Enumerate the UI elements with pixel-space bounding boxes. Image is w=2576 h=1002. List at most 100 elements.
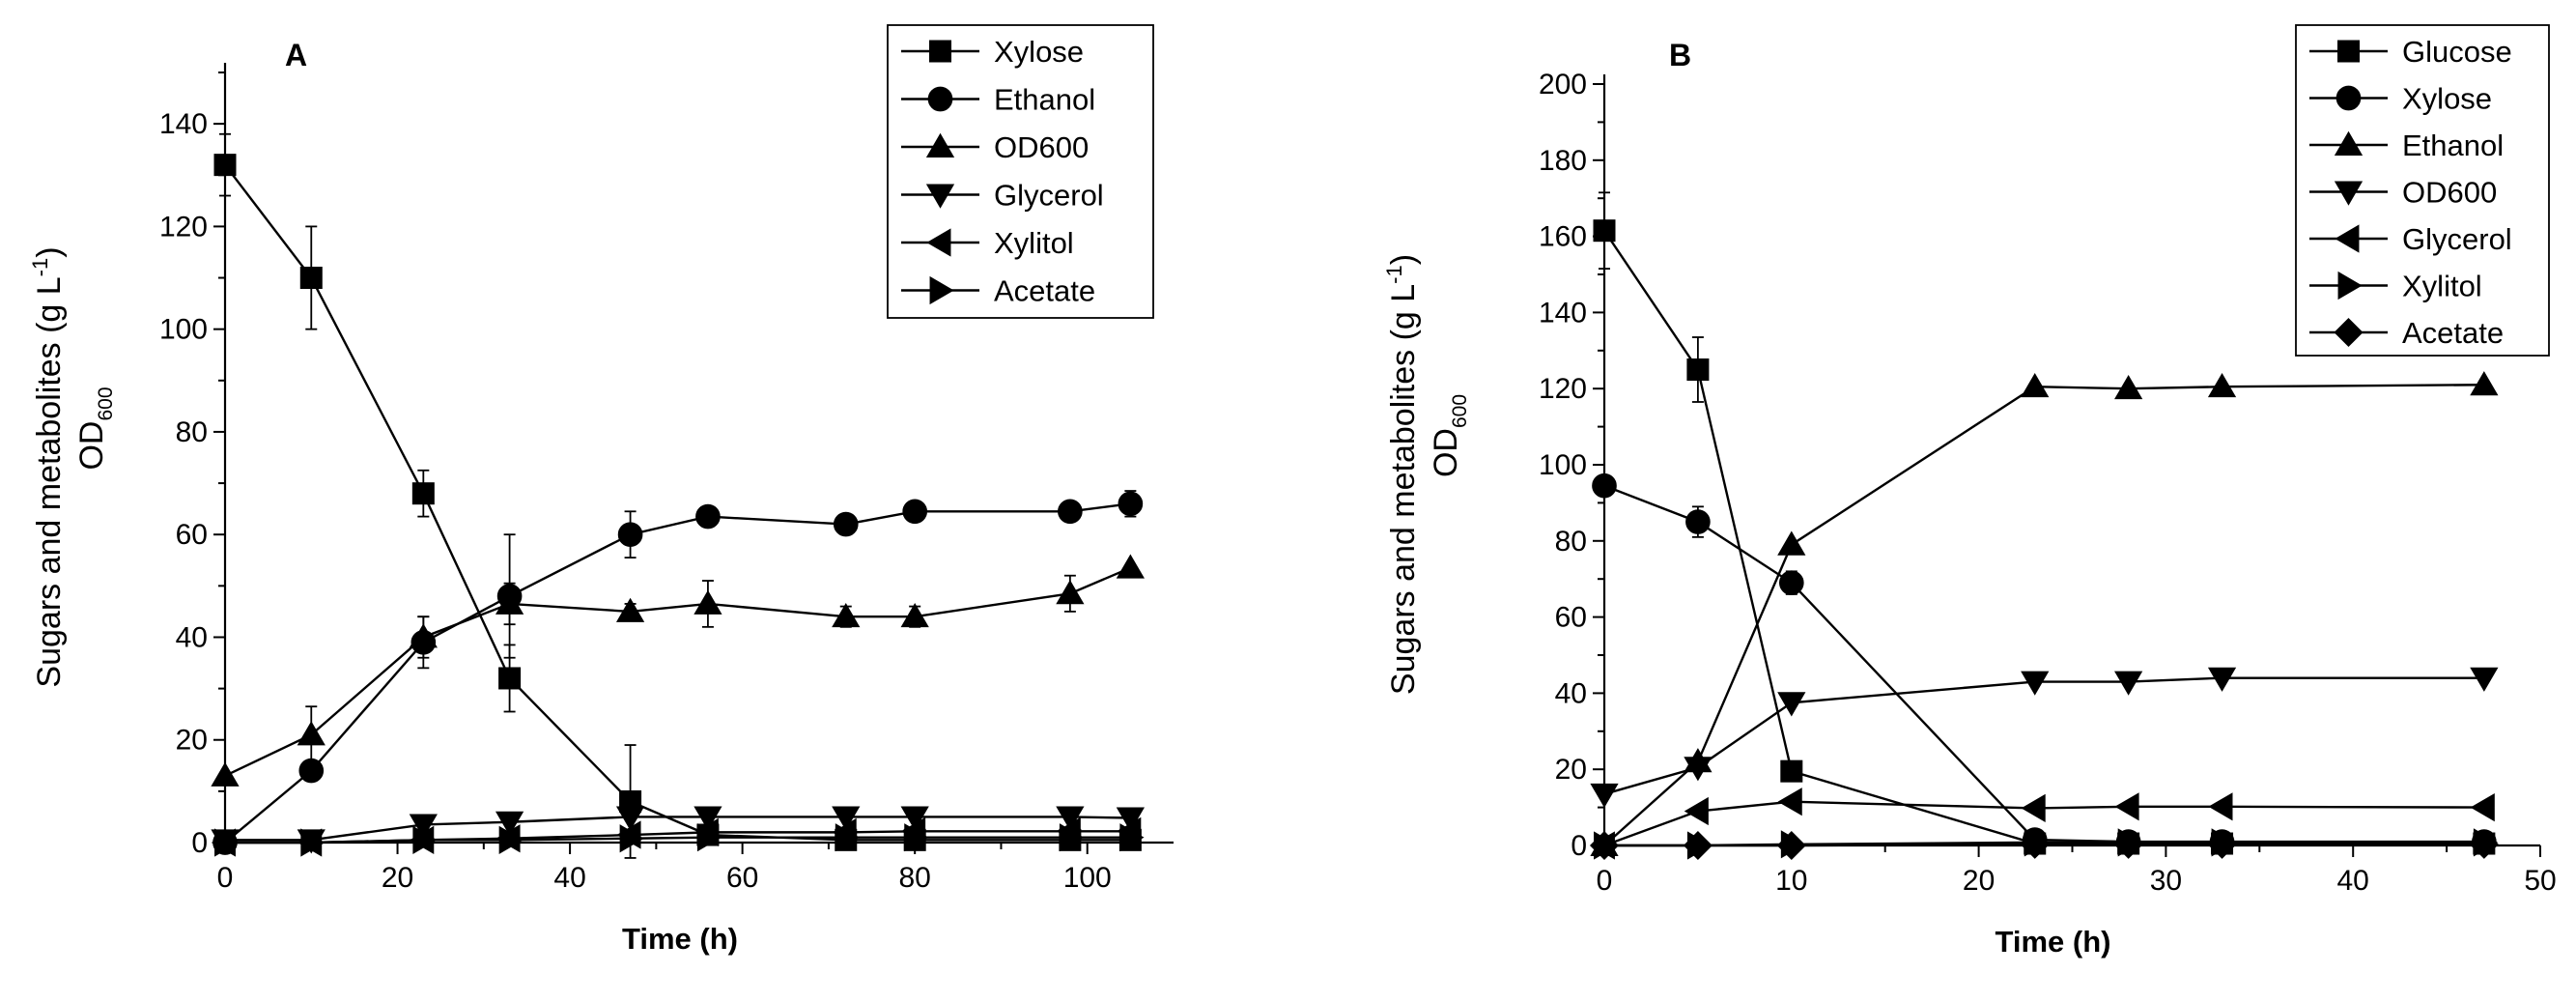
data-point-acetate xyxy=(835,823,860,852)
panel-a-y-tick-label: 100 xyxy=(159,314,208,346)
panel-a-y-axis-title-2: OD600 xyxy=(73,386,117,470)
panel-a-y-tick-label: 60 xyxy=(176,519,208,551)
legend-label-ethanol: Ethanol xyxy=(994,83,1095,117)
panel-a: 0 20 40 60 80 100 0 20 40 60 80 100 120 140 Time (h) Su… xyxy=(28,24,1174,956)
data-point-od600 xyxy=(1777,692,1806,717)
data-point-acetate xyxy=(696,823,722,852)
data-point-acetate xyxy=(412,825,438,854)
data-point-od600 xyxy=(2207,667,2237,692)
data-point-acetate xyxy=(1776,830,1806,861)
panel-a-y-axis-title-main: Sugars and metabolites (g L xyxy=(31,276,68,687)
data-point-ethanol xyxy=(617,522,643,548)
panel-b-legend-box xyxy=(2295,24,2550,357)
series-line-acetate xyxy=(225,836,1131,845)
data-point-acetate xyxy=(2469,829,2499,859)
panel-b-x-tick-label: 10 xyxy=(1775,865,1807,897)
data-point-od600 xyxy=(211,761,240,787)
data-point-od600 xyxy=(2114,671,2143,696)
panel-a-y-tick-label: 0 xyxy=(191,827,208,859)
legend-marker-glucose xyxy=(2337,40,2360,63)
panel-b-x-tick-label: 40 xyxy=(2337,865,2369,897)
data-point-od600 xyxy=(694,589,722,615)
legend-label-glycerol: Glycerol xyxy=(994,179,1104,213)
data-point-glycerol xyxy=(1116,807,1145,832)
legend-marker-acetate xyxy=(2334,317,2364,348)
data-point-od600 xyxy=(2021,671,2050,696)
panel-a-y-tick-label: 120 xyxy=(159,211,208,243)
data-point-ethanol xyxy=(2470,371,2499,396)
data-point-ethanol xyxy=(833,511,859,537)
data-point-ethanol xyxy=(1118,491,1144,517)
data-point-ethanol xyxy=(1777,530,1806,556)
panel-a-y-tick-label: 80 xyxy=(176,416,208,448)
data-point-od600 xyxy=(495,589,524,615)
legend-label-glycerol: Glycerol xyxy=(2402,222,2512,256)
data-point-glycerol xyxy=(1684,796,1709,826)
data-point-xylose xyxy=(1685,509,1711,534)
series-line-od600 xyxy=(1603,676,2484,795)
panel-a-y-axis-title-sup: -1 xyxy=(28,258,52,277)
panel-a-x-tick-label: 0 xyxy=(217,862,234,894)
series-line-ethanol xyxy=(1603,384,2484,846)
panel-b-y-tick-label: 120 xyxy=(1539,373,1587,405)
panel-a-y-axis-title-2-sub: 600 xyxy=(95,386,117,420)
panel-b-y-tick-label: 100 xyxy=(1539,449,1587,481)
legend-label-xylitol: Xylitol xyxy=(2402,270,2482,303)
panel-a-x-tick-label: 80 xyxy=(898,862,930,894)
panel-a-letter: A xyxy=(285,38,307,72)
panel-a-series-ethanol xyxy=(212,490,1144,855)
legend-label-od600: OD600 xyxy=(994,130,1089,164)
panel-a-y-axis-title-close: ) xyxy=(31,246,68,257)
panel-b-x-tick-label: 0 xyxy=(1597,865,1613,897)
panel-a-series-glycerol xyxy=(211,806,1145,854)
data-point-od600 xyxy=(2470,667,2499,692)
panel-b-legend: Glucose Xylose Ethanol OD600 Glycerol Xylitol… xyxy=(2295,24,2550,357)
panel-b-x-tick-label: 20 xyxy=(1963,865,1995,897)
data-point-od600 xyxy=(1684,757,1713,782)
legend-marker-glycerol xyxy=(2335,224,2360,253)
data-point-ethanol xyxy=(2207,373,2237,398)
panel-b-series-ethanol xyxy=(1590,371,2499,856)
legend-marker-od600 xyxy=(2334,181,2364,206)
legend-marker-ethanol xyxy=(927,86,953,112)
panel-a-series-acetate xyxy=(214,823,1145,857)
data-point-glycerol xyxy=(2208,792,2233,821)
panel-b-letter: B xyxy=(1669,38,1691,72)
legend-label-glucose: Glucose xyxy=(2402,35,2512,69)
panel-b-y-tick-label: 160 xyxy=(1539,221,1587,253)
data-point-xylose xyxy=(498,667,522,690)
panel-b-y-axis-title-main: Sugars and metabolites (g L xyxy=(1385,284,1422,695)
data-point-acetate xyxy=(300,828,326,857)
panel-b-x-tick-label: 50 xyxy=(2524,865,2556,897)
data-point-glucose xyxy=(1686,358,1710,381)
panel-b-series-od600 xyxy=(1590,667,2499,809)
panel-b-x-axis-title: Time (h) xyxy=(1996,925,2111,959)
panel-b-y-tick-label: 140 xyxy=(1539,297,1587,329)
legend-marker-acetate xyxy=(929,275,954,305)
data-point-xylose xyxy=(411,482,435,505)
panel-a-x-tick-label: 60 xyxy=(726,862,758,894)
panel-b-y-axis-title-sup: -1 xyxy=(1382,265,1406,284)
data-point-od600 xyxy=(297,721,326,746)
legend-marker-glycerol xyxy=(925,184,955,209)
data-point-glycerol xyxy=(615,806,645,831)
panel-b-y-tick-label: 0 xyxy=(1571,830,1587,862)
panel-b-y-axis-title: Sugars and metabolites (g L-1) xyxy=(1382,254,1422,695)
panel-b-y-axis-title-close: ) xyxy=(1385,254,1422,265)
legend-marker-xylose xyxy=(929,40,951,63)
panel-a-y-axis-title: Sugars and metabolites (g L-1) xyxy=(28,246,68,687)
legend-marker-od600 xyxy=(925,132,955,157)
data-point-acetate xyxy=(1589,830,1620,861)
legend-label-od600: OD600 xyxy=(2402,176,2497,210)
panel-b-y-axis-title-2: OD600 xyxy=(1428,394,1471,477)
panel-a-y-tick-label: 40 xyxy=(176,621,208,653)
panel-a-x-tick-label: 20 xyxy=(382,862,413,894)
data-point-glucose xyxy=(1780,759,1803,783)
legend-label-acetate: Acetate xyxy=(994,274,1095,308)
data-point-od600 xyxy=(900,603,929,628)
legend-label-acetate: Acetate xyxy=(2402,316,2504,350)
legend-marker-ethanol xyxy=(2334,130,2364,156)
data-point-od600 xyxy=(615,597,645,622)
legend-label-xylose: Xylose xyxy=(994,35,1084,69)
